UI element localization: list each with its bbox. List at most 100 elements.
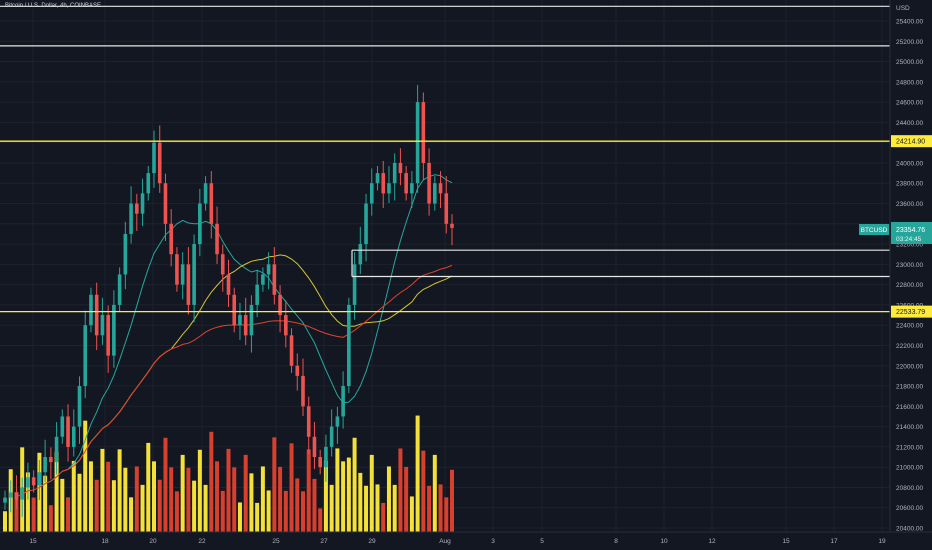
volume-bar [323,460,328,532]
candle-body [358,244,363,265]
candle-body [369,183,374,204]
candle-body [444,193,449,224]
volume-bar [169,467,174,532]
candle-body [157,142,162,184]
candle-body [140,193,145,214]
level-price-label: 24214.90 [896,139,925,146]
candle-body [77,386,82,427]
price-tick-label: 24600.00 [896,100,923,107]
price-tick-label: 24800.00 [896,79,923,86]
volume-bar [94,479,99,532]
volume-bar [203,484,208,532]
candle-body [94,294,99,336]
candle-body [203,183,208,204]
candle-body [404,173,408,194]
price-tick-label: 22200.00 [896,343,923,350]
volume-bar [54,452,59,532]
volume-bar [289,443,294,532]
candle-body [266,264,271,275]
volume-bar [306,449,311,532]
candle-body [37,472,42,486]
candle-body [89,294,93,326]
time-axis[interactable]: 15 18 20 22 25 27 29 Aug 3 5 8 10 12 15 17 19 [29,538,886,545]
volume-bar [146,442,151,532]
candle-body [312,436,317,458]
volume-bar [329,484,334,532]
candle-body [26,477,30,488]
volume-bar [215,461,220,532]
candle-body [347,304,351,387]
candle-body [387,183,391,194]
volume-bar [386,466,391,532]
horizontal-levels[interactable] [0,5,890,313]
volume-bar [301,491,305,532]
volume-bar [427,485,432,532]
time-tick-label: 10 [660,538,668,545]
candle-body [220,254,225,275]
volume-bar [134,466,139,532]
volume-bar [260,466,265,532]
candle-body [398,162,403,174]
volume-bar [83,420,88,532]
volume-bar [352,437,357,532]
candle-body [352,264,357,305]
volume-bar [392,484,397,532]
candle-body [49,457,53,463]
volume-bar [192,480,197,532]
current-price-box [891,222,932,244]
symbol-title: Bitcoin / U.S. Dollar, 4h, COINBASE [5,3,102,9]
volume-bar [48,505,53,532]
volume-bar [444,497,449,532]
candle-body [129,203,133,234]
time-tick-label: 15 [782,538,790,545]
level-price-box [891,135,932,148]
price-tick-label: 23800.00 [896,181,923,188]
price-tick-label: 23200.00 [896,242,923,249]
candle-body [123,233,128,275]
volume-bar [88,461,93,532]
volume-bar [163,437,168,532]
candle-body [215,223,219,255]
candle-body [335,416,340,427]
candle-body [289,335,294,366]
volume-bar [31,497,36,532]
candle-body [66,416,70,447]
candle-body [295,365,300,376]
candle-body [112,304,116,356]
candle-body [249,304,254,336]
candle-body [375,173,380,184]
price-tick-label: 21600.00 [896,404,923,411]
price-tick-label: 25400.00 [896,19,923,26]
price-tick-label: 23000.00 [896,262,923,269]
candle-body [14,492,19,500]
volume-bar [129,497,134,532]
volume-bar [358,472,363,532]
price-tick-label: 20400.00 [896,526,923,533]
time-tick-label: 22 [198,538,206,545]
candle-body [278,294,282,316]
volume-bar [243,454,248,532]
price-tick-label: 21000.00 [896,465,923,472]
volume-bar [249,473,254,532]
volume-bar [209,431,214,532]
volume-bar [415,415,420,532]
time-tick-label: 5 [540,538,544,545]
candle-body [43,457,47,473]
volume-bar [25,472,30,532]
volume-bar [318,508,323,532]
time-tick-label: 27 [320,538,328,545]
candle-body [71,426,76,447]
candle-body [364,203,368,245]
candle-body [284,315,288,336]
candle-body [255,284,259,305]
candle-body [433,183,437,204]
volume-bar [220,490,225,532]
volume-bar [232,467,237,532]
price-tick-label: 24400.00 [896,120,923,127]
volume-bar [421,450,426,532]
current-price-symbol-box [859,224,889,235]
candle-body [163,183,168,224]
volume-bar [123,467,128,532]
